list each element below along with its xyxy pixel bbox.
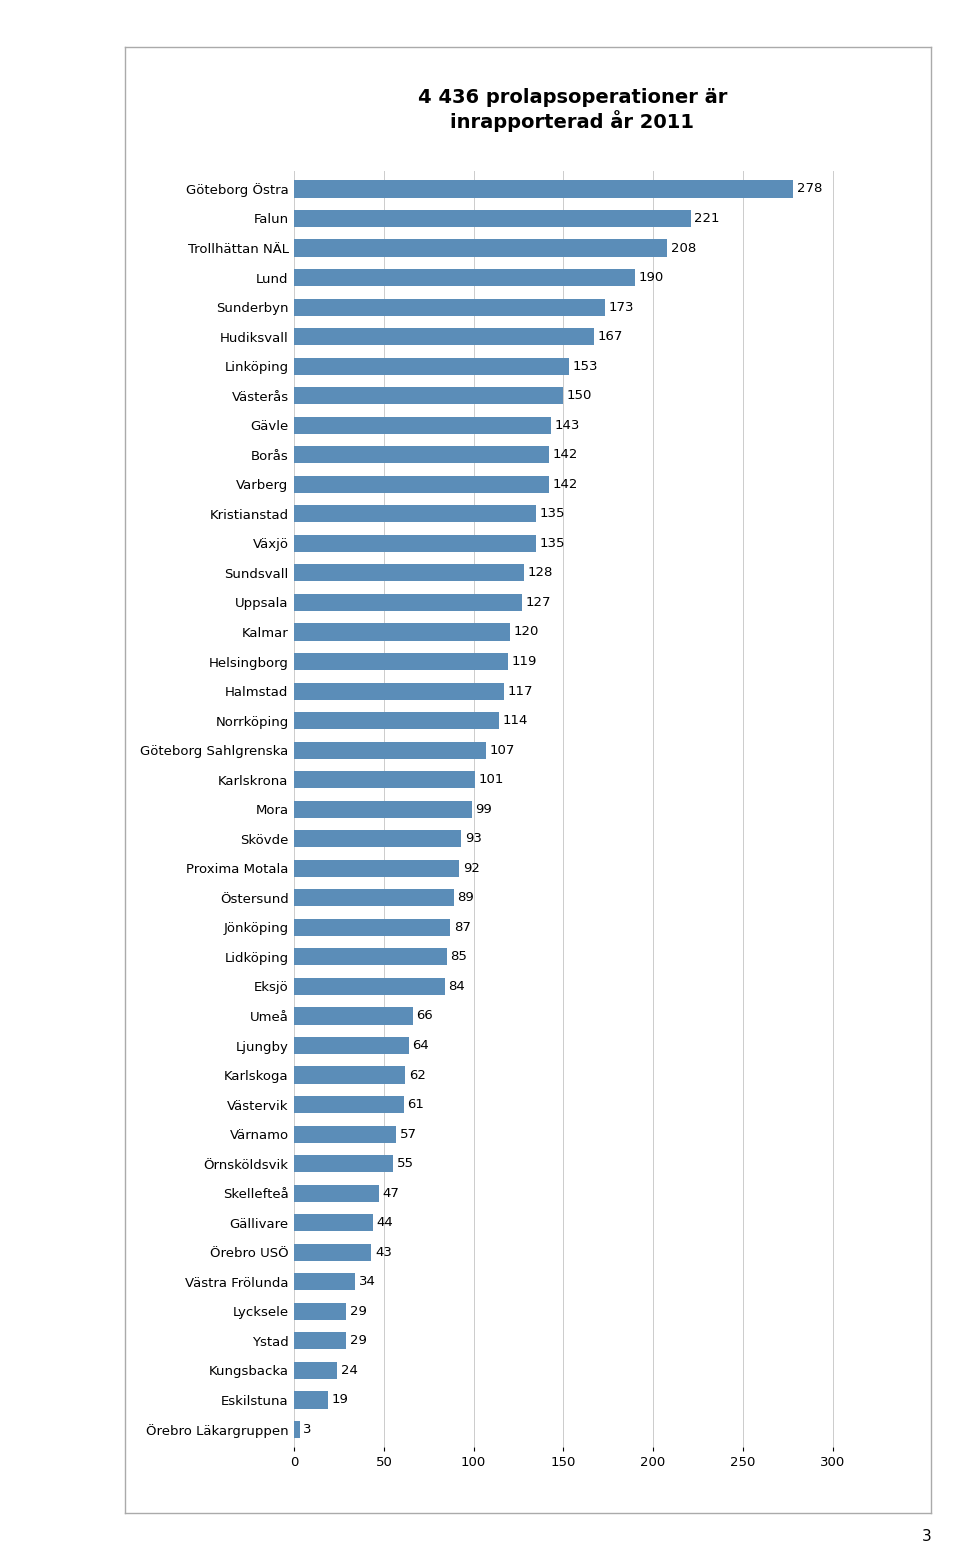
Text: 150: 150 [567, 390, 592, 402]
Bar [294, 712, 499, 729]
Bar [294, 1096, 403, 1113]
Text: 84: 84 [448, 979, 466, 993]
Text: 55: 55 [396, 1158, 414, 1170]
Text: 66: 66 [417, 1009, 433, 1023]
Bar [294, 830, 461, 847]
Text: 119: 119 [512, 655, 537, 667]
Bar [294, 919, 450, 936]
Text: 128: 128 [527, 566, 553, 579]
Text: 190: 190 [638, 272, 664, 284]
Text: 221: 221 [694, 213, 720, 225]
Text: 3: 3 [922, 1529, 931, 1544]
Text: 117: 117 [508, 684, 533, 697]
Text: 85: 85 [450, 950, 468, 964]
Bar [294, 683, 504, 700]
Text: 24: 24 [341, 1364, 358, 1377]
Text: 29: 29 [349, 1335, 367, 1347]
Text: 142: 142 [553, 449, 578, 461]
Text: 44: 44 [376, 1217, 394, 1229]
Bar [294, 948, 446, 965]
Bar [294, 535, 537, 553]
Bar [294, 1184, 378, 1201]
Text: 101: 101 [479, 773, 504, 787]
Text: 114: 114 [502, 714, 528, 726]
Text: OPERATIONSVOLYM (rapporterade operationer 2011): OPERATIONSVOLYM (rapporterade operatione… [12, 17, 717, 42]
Text: 29: 29 [349, 1305, 367, 1318]
Bar [294, 1155, 393, 1172]
Bar [294, 210, 691, 227]
Bar [294, 298, 605, 315]
Text: 3: 3 [303, 1423, 312, 1436]
Text: 92: 92 [463, 861, 480, 875]
Bar [294, 1066, 405, 1083]
Text: 62: 62 [409, 1068, 426, 1082]
Bar [294, 860, 459, 877]
Bar [294, 476, 549, 494]
Text: 93: 93 [465, 832, 482, 846]
Bar [294, 1037, 409, 1054]
Text: 47: 47 [382, 1187, 399, 1200]
Text: 142: 142 [553, 478, 578, 490]
Text: 127: 127 [526, 596, 551, 608]
Bar [294, 180, 793, 197]
Bar [294, 1125, 396, 1142]
Text: 143: 143 [555, 419, 580, 431]
Text: 153: 153 [572, 360, 598, 372]
Bar [294, 624, 510, 641]
Bar [294, 1392, 328, 1409]
Text: 135: 135 [540, 508, 565, 520]
Text: 167: 167 [597, 331, 623, 343]
Bar [294, 594, 522, 611]
Text: 278: 278 [797, 183, 822, 196]
Bar [294, 771, 475, 788]
Bar [294, 1361, 337, 1380]
Bar [294, 239, 667, 256]
Bar [294, 1273, 355, 1290]
Text: 43: 43 [375, 1246, 392, 1259]
Bar [294, 1422, 300, 1439]
Bar [294, 506, 537, 523]
Text: 107: 107 [490, 743, 516, 757]
Text: 19: 19 [332, 1394, 348, 1406]
Bar [294, 268, 636, 286]
Text: 173: 173 [609, 301, 634, 314]
Bar [294, 357, 568, 374]
Text: 99: 99 [475, 802, 492, 816]
Bar [294, 801, 471, 818]
Bar [294, 565, 524, 582]
Bar [294, 386, 564, 404]
Bar [294, 1243, 372, 1260]
Bar [294, 1007, 413, 1024]
Bar [294, 327, 594, 345]
Text: 87: 87 [454, 920, 470, 934]
Bar [294, 978, 444, 995]
Text: 64: 64 [413, 1038, 429, 1052]
Text: 89: 89 [458, 891, 474, 905]
Bar [294, 1332, 347, 1349]
Text: 135: 135 [540, 537, 565, 549]
Bar [294, 1214, 373, 1231]
Bar [294, 1302, 347, 1319]
Bar [294, 416, 551, 435]
Bar [294, 447, 549, 464]
Bar [294, 742, 486, 759]
Bar [294, 889, 454, 906]
Text: 208: 208 [671, 242, 696, 255]
Text: 57: 57 [400, 1128, 417, 1141]
Text: 34: 34 [359, 1276, 375, 1288]
Bar [294, 653, 508, 670]
Text: 4 436 prolapsoperationer är
inrapporterad år 2011: 4 436 prolapsoperationer är inrapportera… [418, 88, 727, 132]
Text: 61: 61 [407, 1099, 424, 1111]
Text: 120: 120 [514, 625, 539, 638]
